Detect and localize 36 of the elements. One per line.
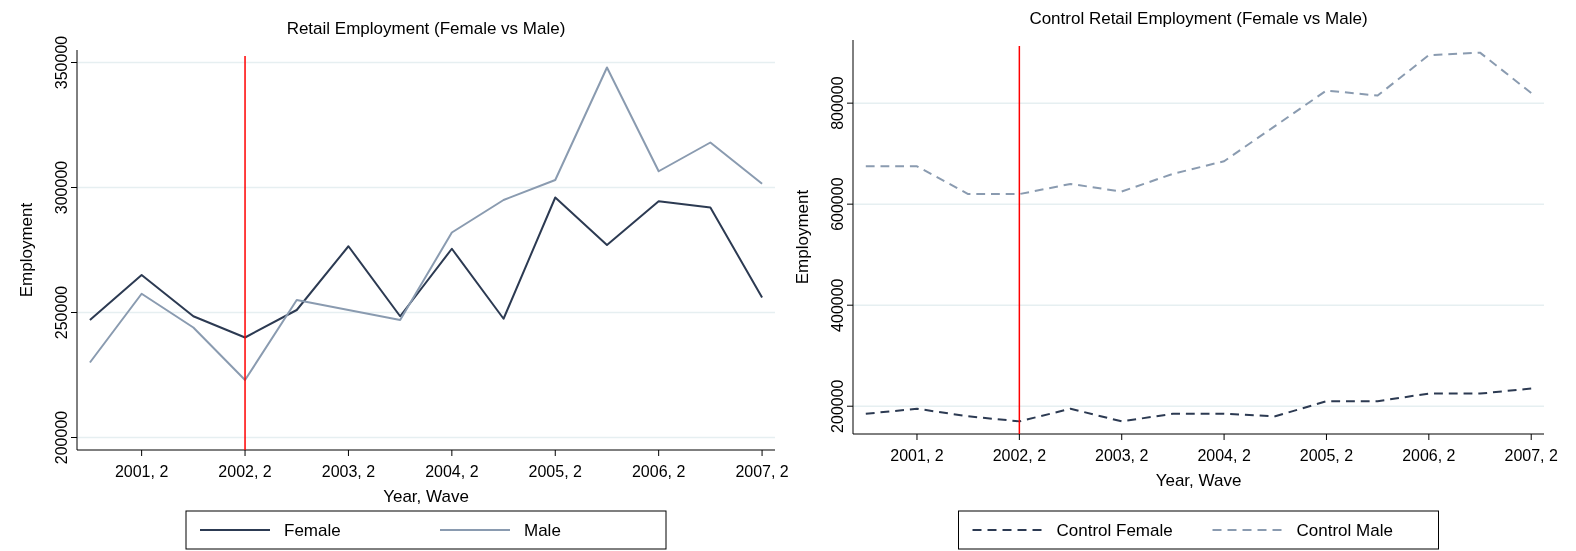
y-tick-label: 350000 [53,35,70,90]
y-axis-title: Employment [793,189,812,285]
legend-label: Male [524,521,561,540]
line-series [864,387,1533,423]
line-series [88,196,764,339]
y-tick-label: 800000 [829,76,846,130]
line-series [864,51,1533,196]
x-tick-label: 2006, 2 [631,463,686,480]
x-tick-label: 2003, 2 [1095,447,1149,464]
x-tick-label: 2001, 2 [114,463,169,480]
x-axis-title: Year, Wave [1155,471,1242,490]
x-tick-label: 2007, 2 [735,463,789,480]
x-tick-label: 2002, 2 [218,463,272,480]
x-tick-label: 2003, 2 [321,463,376,480]
legend-label: Control Female [1056,521,1173,540]
x-tick-label: 2002, 2 [992,447,1047,464]
chart-title: Control Retail Employment (Female vs Male) [1029,9,1368,28]
y-tick-label: 250000 [53,285,70,340]
x-tick-label: 2001, 2 [890,447,944,464]
x-tick-label: 2006, 2 [1402,447,1456,464]
x-tick-label: 2004, 2 [425,463,479,480]
x-tick-label: 2007, 2 [1504,447,1558,464]
y-tick-label: 200000 [53,410,70,465]
x-axis-title: Year, Wave [383,487,469,506]
x-tick-label: 2005, 2 [1299,447,1354,464]
y-tick-label: 400000 [829,278,846,332]
line-series [88,66,764,381]
legend-label: Control Male [1296,521,1393,540]
y-tick-label: 200000 [829,379,846,433]
y-axis-title: Employment [17,202,36,298]
y-tick-label: 600000 [829,177,846,231]
chart-title: Retail Employment (Female vs Male) [286,19,566,38]
y-tick-label: 300000 [53,160,70,215]
x-tick-label: 2004, 2 [1197,447,1251,464]
x-tick-label: 2005, 2 [528,463,583,480]
legend-label: Female [284,521,341,540]
